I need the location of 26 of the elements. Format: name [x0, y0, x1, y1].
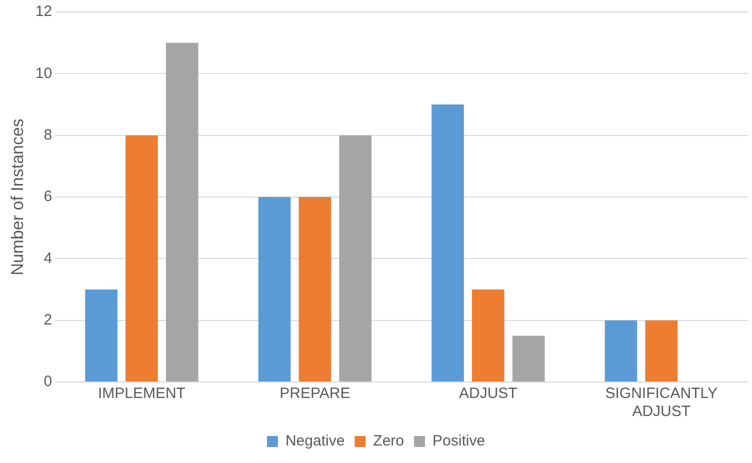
bar	[166, 42, 198, 382]
legend-label: Negative	[285, 432, 345, 450]
x-tick-label: ADJUST	[458, 385, 518, 402]
bar	[604, 320, 638, 382]
x-tick-label: PREPARE	[280, 385, 350, 402]
y-tick-label: 2	[44, 311, 52, 328]
y-axis-title: Number of Instances	[8, 118, 27, 276]
bar	[645, 320, 678, 382]
bar	[126, 135, 158, 382]
bar	[298, 197, 332, 382]
bar	[472, 290, 504, 382]
bar	[258, 197, 291, 382]
bar	[85, 290, 118, 382]
y-tick-label: 4	[44, 250, 52, 267]
y-tick-label: 10	[35, 64, 52, 82]
y-tick-label: 0	[44, 373, 52, 390]
bar	[512, 336, 545, 382]
y-tick-label: 6	[44, 188, 52, 206]
y-tick-label: 8	[44, 126, 52, 144]
bar	[432, 104, 464, 382]
legend-label: Zero	[373, 432, 404, 450]
x-tick-label: IMPLEMENT	[98, 385, 186, 402]
bar	[339, 135, 372, 382]
legend-label: Positive	[432, 432, 486, 450]
x-tick-label: SIGNIFICANTLY ADJUST	[605, 385, 718, 420]
y-tick-label: 12	[35, 3, 52, 20]
